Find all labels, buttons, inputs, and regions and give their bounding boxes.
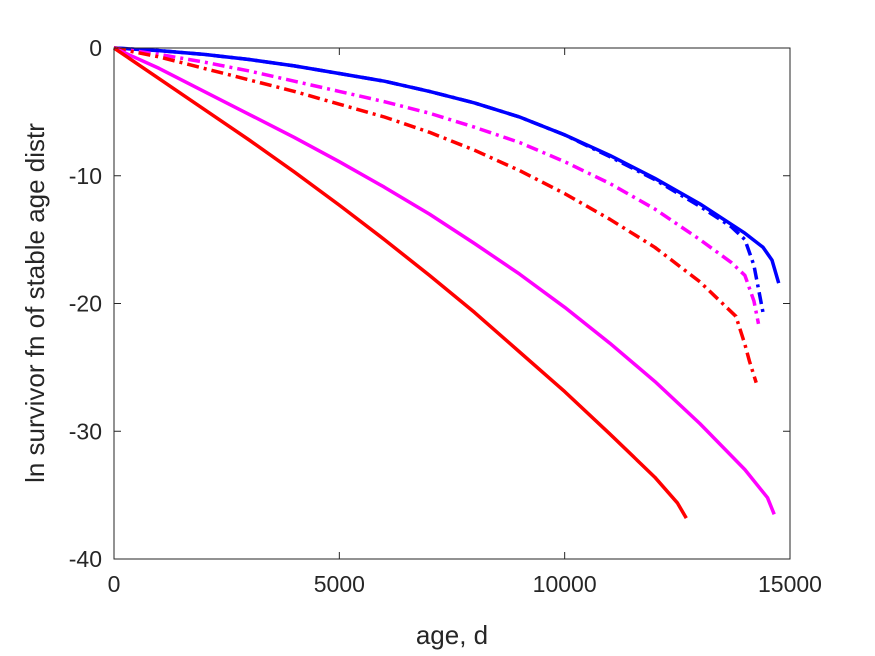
series-layer (113, 46, 781, 519)
series-line-2 (113, 46, 765, 313)
tick-layer: 0 5000 10000 15000 0 -10 -20 -30 -40 (69, 35, 822, 597)
y-tick-label: -20 (69, 291, 102, 317)
y-tick-label: -30 (69, 418, 102, 444)
y-tick-label: -40 (69, 546, 102, 572)
x-tick-label: 10000 (533, 571, 597, 597)
plot-area (114, 48, 790, 559)
y-axis-label: ln survivor fn of stable age distr (20, 123, 50, 483)
x-axis-label: age, d (416, 620, 488, 650)
y-tick-label: -10 (69, 163, 102, 189)
series-line-5 (113, 46, 776, 515)
x-tick-label: 0 (108, 571, 121, 597)
y-tick-label: 0 (89, 35, 102, 61)
series-line-6 (113, 46, 688, 519)
series-line-4 (113, 46, 758, 384)
x-tick-label: 5000 (314, 571, 365, 597)
x-tick-label: 15000 (758, 571, 822, 597)
series-line-3 (113, 46, 761, 325)
